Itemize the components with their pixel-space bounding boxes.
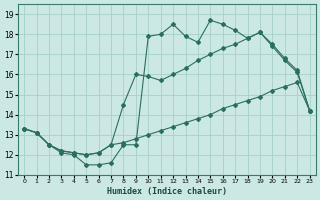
X-axis label: Humidex (Indice chaleur): Humidex (Indice chaleur) — [107, 187, 227, 196]
